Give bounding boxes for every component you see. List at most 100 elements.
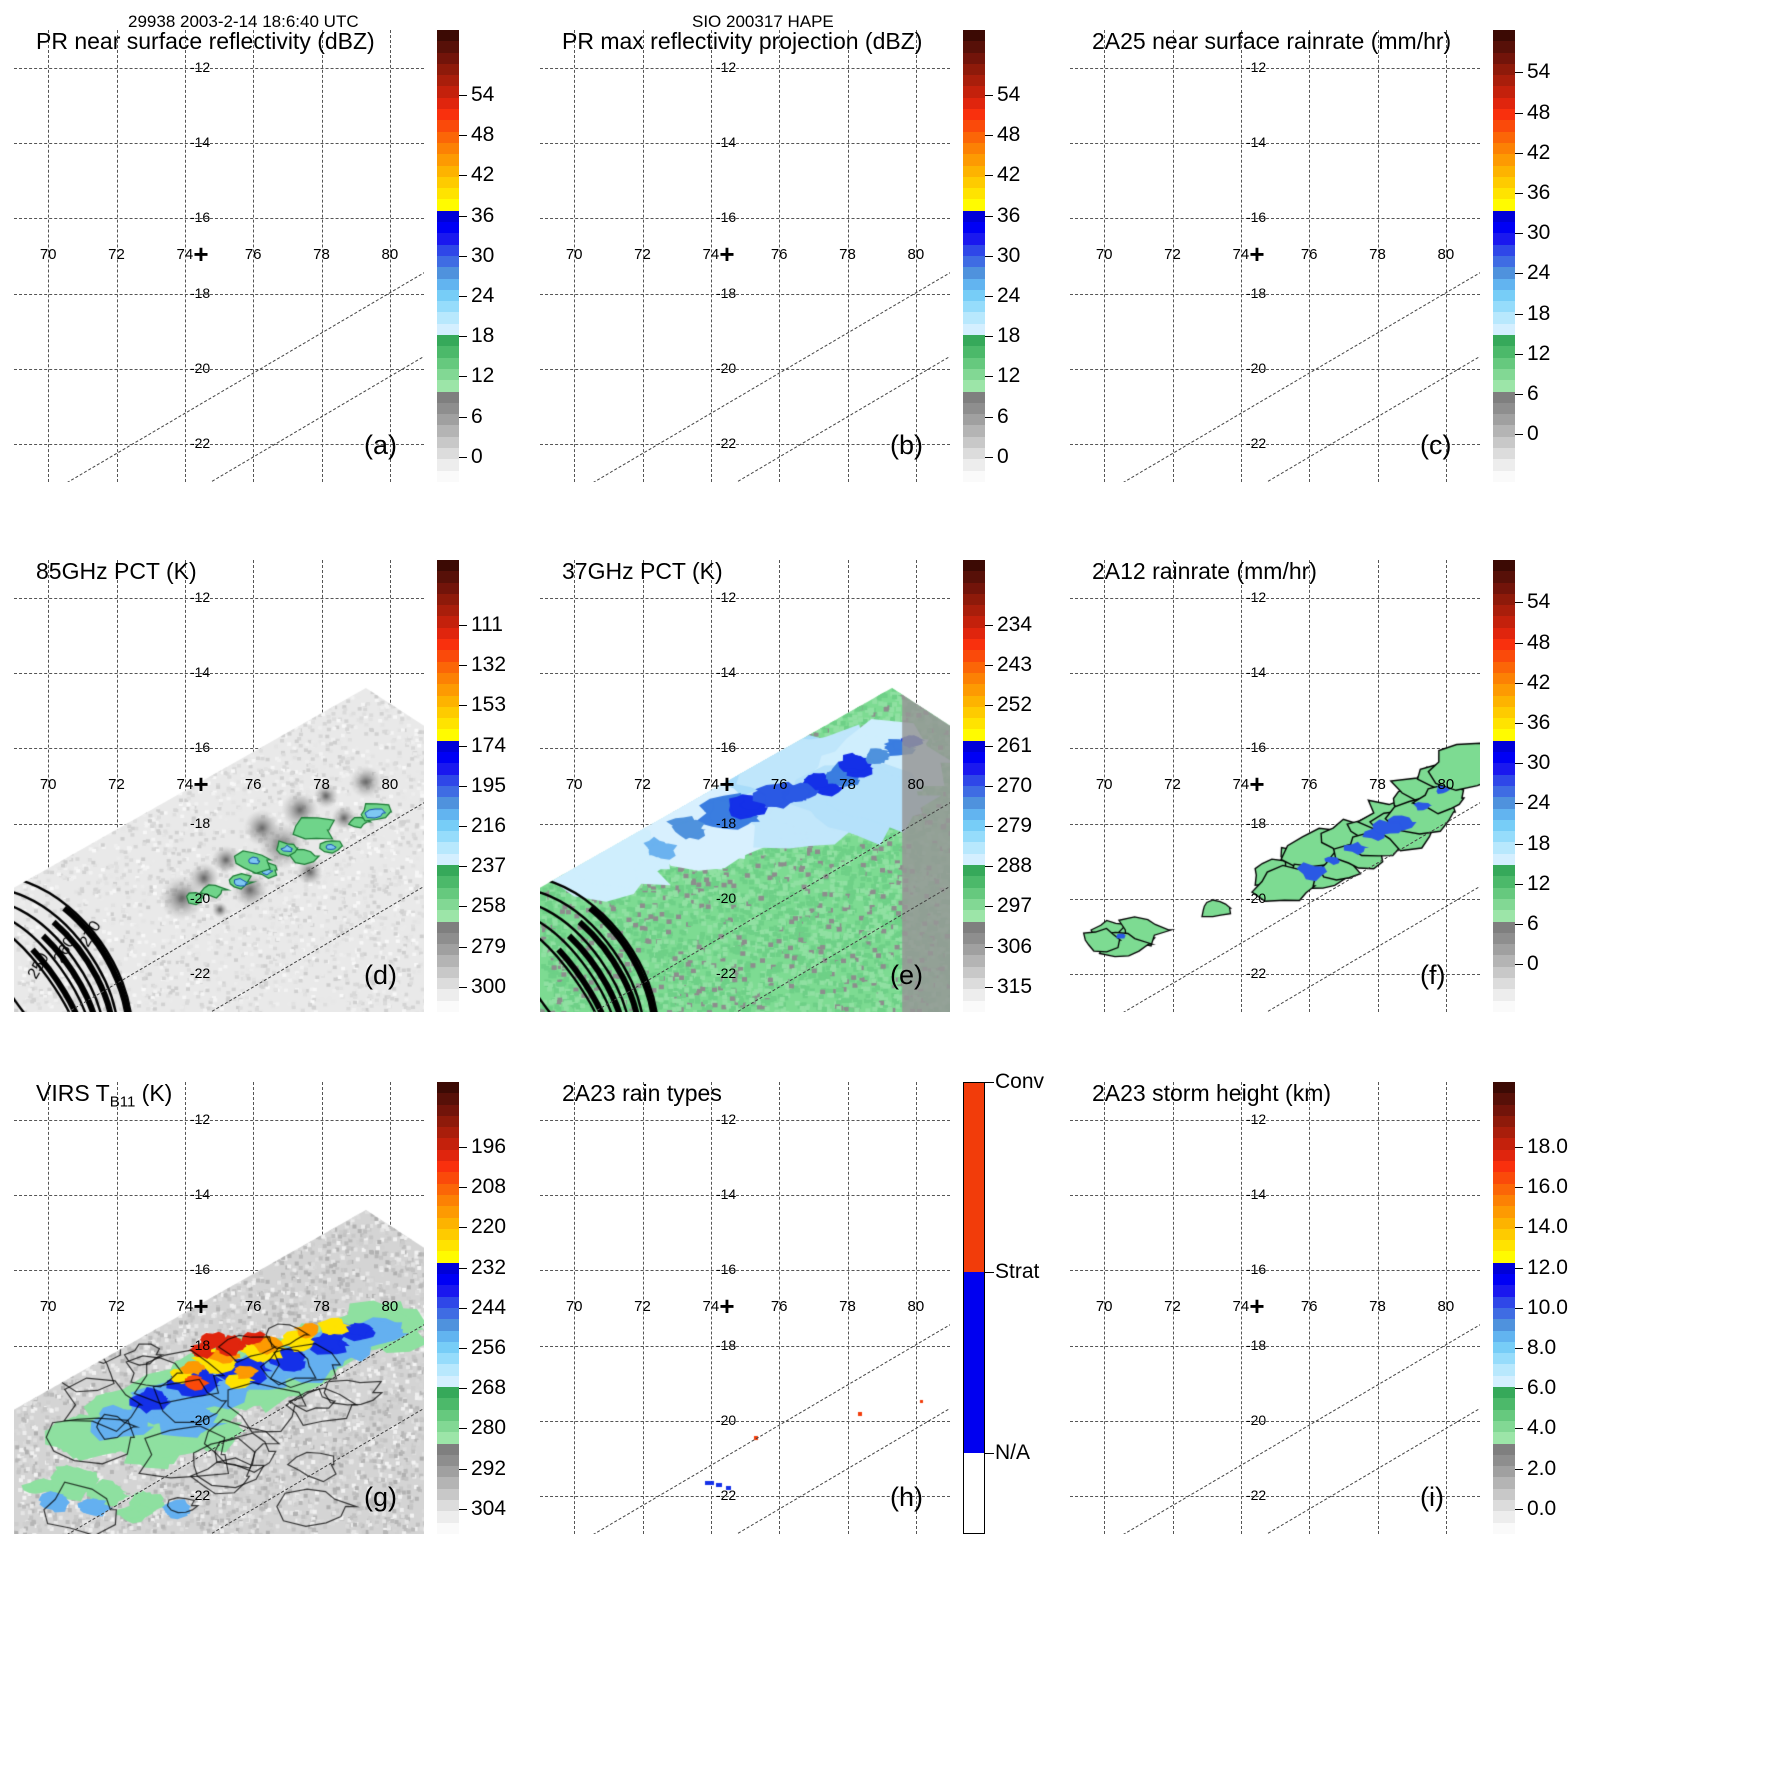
colorbar-segment bbox=[437, 966, 459, 978]
colorbar-segment bbox=[1493, 1262, 1515, 1275]
colorbar-segment bbox=[1493, 459, 1515, 471]
colorbar-segment bbox=[963, 414, 985, 426]
gridline-lat--18 bbox=[540, 293, 950, 295]
gridline-lat--14 bbox=[1070, 143, 1480, 144]
colorbar-segment bbox=[1493, 1341, 1515, 1354]
colorbar-tick-mark bbox=[459, 825, 467, 827]
lat-tick-label-m14: -14 bbox=[715, 1186, 737, 1202]
lon-tick-label-74: 74 bbox=[176, 246, 194, 263]
colorbar-segment bbox=[437, 154, 459, 166]
lat-tick-label-m16: -16 bbox=[1245, 1261, 1267, 1278]
panel-title-e: 37GHz PCT (K) bbox=[562, 558, 723, 584]
colorbar-tick-label: 24 bbox=[471, 283, 495, 307]
colorbar-tick-label: 54 bbox=[997, 83, 1021, 107]
colorbar-g[interactable] bbox=[437, 1082, 459, 1534]
colorbar-a[interactable] bbox=[437, 30, 459, 482]
colorbar-tick-label: 30 bbox=[1527, 751, 1551, 775]
colorbar-c[interactable] bbox=[1493, 30, 1515, 482]
colorbar-segment bbox=[1493, 1138, 1515, 1150]
colorbar-tick-label: 306 bbox=[997, 934, 1033, 958]
colorbar-tick-mark bbox=[1515, 112, 1523, 114]
colorbar-segment bbox=[963, 740, 985, 753]
lat-tick-label-m20: -20 bbox=[189, 360, 211, 376]
colorbar-tick-mark bbox=[1515, 682, 1523, 684]
colorbar-tick-label: 18 bbox=[1527, 831, 1551, 855]
panel-label-b: (b) bbox=[890, 430, 923, 460]
colorbar-segment bbox=[963, 684, 985, 696]
colorbar-tick-label: 12.0 bbox=[1527, 1255, 1568, 1279]
colorbar-i[interactable] bbox=[1493, 1082, 1515, 1534]
panel-label-e: (e) bbox=[890, 960, 923, 990]
colorbar-tick-mark bbox=[985, 135, 993, 137]
colorbar-segment bbox=[437, 695, 459, 707]
colorbar-segment bbox=[963, 876, 985, 888]
colorbar-segment bbox=[963, 616, 985, 628]
colorbar-tick-mark bbox=[1515, 233, 1523, 235]
gridline-lon-78 bbox=[1377, 1082, 1379, 1534]
colorbar-tick-mark bbox=[459, 1307, 467, 1309]
colorbar-segment bbox=[963, 391, 985, 403]
colorbar-segment bbox=[437, 865, 459, 877]
colorbar-segment bbox=[437, 1149, 459, 1162]
panel-d: 70 72 74 76 78 80 -12 -14 -16 -18 -20 -22 +85GHz PCT… bbox=[14, 558, 557, 1012]
colorbar-tick-mark bbox=[459, 336, 467, 338]
lat-tick-label-m16: -16 bbox=[1245, 209, 1267, 226]
colorbar-segment bbox=[963, 853, 985, 866]
colorbar-segment bbox=[963, 752, 985, 764]
lon-tick-label-72: 72 bbox=[634, 246, 651, 263]
colorbar-segment bbox=[1493, 1217, 1515, 1229]
colorbar-b[interactable] bbox=[963, 30, 985, 482]
center-cross-marker: + bbox=[1249, 769, 1265, 799]
lon-tick-label-74: 74 bbox=[702, 246, 720, 263]
colorbar-segment bbox=[1493, 380, 1515, 392]
colorbar-segment bbox=[963, 41, 985, 53]
panel-a: 70 72 74 76 78 80 -12 -14 -16 -18 -20 -22 + PR near s… bbox=[14, 28, 557, 482]
colorbar-tick-mark bbox=[1515, 273, 1523, 275]
map-area-d[interactable] bbox=[14, 560, 424, 1012]
colorbar-segment bbox=[963, 944, 985, 956]
colorbar-tick-mark bbox=[1515, 193, 1523, 194]
colorbar-segment bbox=[963, 120, 985, 132]
colorbar-segment bbox=[437, 1409, 459, 1421]
lon-tick-label-76: 76 bbox=[244, 776, 262, 793]
colorbar-tick-mark bbox=[459, 1428, 467, 1430]
colorbar-f[interactable] bbox=[1493, 560, 1515, 1012]
colorbar-segment bbox=[1493, 165, 1515, 177]
colorbar-segment bbox=[437, 301, 459, 313]
map-area-b[interactable] bbox=[540, 30, 950, 482]
map-area-g[interactable] bbox=[14, 1082, 424, 1534]
gridline-lon-78 bbox=[1377, 30, 1379, 482]
colorbar-tick-label: 30 bbox=[997, 243, 1021, 267]
colorbar-segment bbox=[437, 52, 459, 64]
colorbar-segment bbox=[963, 627, 985, 640]
lat-tick-label-m14: -14 bbox=[715, 664, 737, 680]
map-area-f[interactable] bbox=[1070, 560, 1480, 1012]
colorbar-segment bbox=[1493, 650, 1515, 662]
colorbar-segment bbox=[1493, 86, 1515, 98]
lat-tick-label-m22: -22 bbox=[715, 1487, 737, 1504]
colorbar-segment bbox=[963, 402, 985, 415]
map-area-h[interactable] bbox=[540, 1082, 950, 1534]
colorbar-segment bbox=[437, 921, 459, 933]
colorbar-e[interactable] bbox=[963, 560, 985, 1012]
colorbar-h[interactable] bbox=[963, 1082, 985, 1534]
colorbar-tick-label: 6 bbox=[1527, 381, 1539, 405]
lat-tick-label-m12: -12 bbox=[1245, 588, 1267, 605]
map-area-i[interactable] bbox=[1070, 1082, 1480, 1534]
gridline-lat--20 bbox=[14, 369, 424, 370]
colorbar-segment bbox=[437, 571, 459, 583]
colorbar-segment bbox=[437, 402, 459, 415]
colorbar-tick-label: 0 bbox=[997, 444, 1009, 468]
colorbar-segment bbox=[963, 278, 985, 290]
colorbar-segment bbox=[963, 718, 985, 730]
map-area-e[interactable] bbox=[540, 560, 950, 1012]
lon-tick-label-78: 78 bbox=[313, 776, 330, 793]
colorbar-d[interactable] bbox=[437, 560, 459, 1012]
map-area-c[interactable] bbox=[1070, 30, 1480, 482]
colorbar-segment bbox=[1493, 774, 1515, 786]
panel-title-main: VIRS T bbox=[36, 1080, 110, 1106]
gridline-lat--12 bbox=[540, 67, 950, 69]
data-layer-e bbox=[540, 560, 950, 1012]
map-area-a[interactable] bbox=[14, 30, 424, 482]
colorbar-tick-label: 42 bbox=[1527, 140, 1551, 164]
